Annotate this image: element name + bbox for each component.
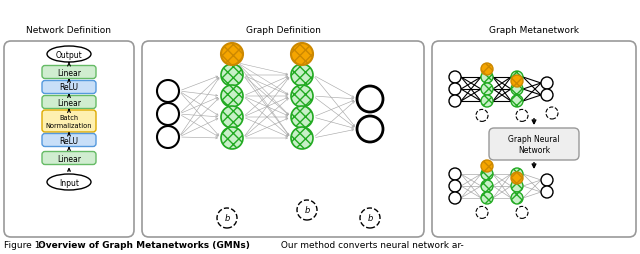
Circle shape [297, 200, 317, 220]
Circle shape [476, 207, 488, 218]
Text: ReLU: ReLU [60, 83, 79, 92]
Circle shape [516, 110, 528, 122]
Circle shape [157, 81, 179, 103]
FancyBboxPatch shape [42, 152, 96, 165]
FancyBboxPatch shape [42, 110, 96, 133]
Circle shape [221, 107, 243, 129]
FancyBboxPatch shape [432, 42, 636, 237]
Circle shape [511, 180, 523, 192]
Text: Overview of Graph Metanetworks (GMNs): Overview of Graph Metanetworks (GMNs) [38, 241, 250, 249]
Circle shape [449, 168, 461, 180]
Text: Output: Output [56, 50, 83, 59]
Text: Graph Definition: Graph Definition [246, 26, 321, 35]
FancyBboxPatch shape [42, 96, 96, 109]
Circle shape [476, 110, 488, 122]
Ellipse shape [47, 174, 91, 190]
Circle shape [511, 72, 523, 84]
Circle shape [291, 44, 313, 66]
FancyBboxPatch shape [42, 81, 96, 94]
Circle shape [511, 96, 523, 108]
Text: ReLU: ReLU [60, 136, 79, 145]
Circle shape [481, 96, 493, 108]
Text: Input: Input [59, 178, 79, 187]
Circle shape [291, 107, 313, 129]
Circle shape [449, 84, 461, 96]
FancyBboxPatch shape [42, 66, 96, 79]
Circle shape [449, 180, 461, 192]
Circle shape [449, 192, 461, 204]
Circle shape [221, 86, 243, 108]
FancyBboxPatch shape [4, 42, 134, 237]
Text: b: b [224, 214, 230, 223]
FancyBboxPatch shape [489, 129, 579, 160]
Text: Graph Neural
Network: Graph Neural Network [508, 135, 560, 154]
Circle shape [511, 168, 523, 180]
Text: Graph Metanetwork: Graph Metanetwork [489, 26, 579, 35]
Circle shape [217, 208, 237, 228]
Text: Linear: Linear [57, 154, 81, 163]
Circle shape [481, 168, 493, 180]
Circle shape [481, 64, 493, 76]
Text: b: b [367, 214, 372, 223]
Text: Linear: Linear [57, 98, 81, 107]
Text: b: b [304, 206, 310, 215]
Circle shape [481, 180, 493, 192]
FancyBboxPatch shape [142, 42, 424, 237]
Circle shape [511, 84, 523, 96]
Circle shape [221, 44, 243, 66]
Circle shape [481, 160, 493, 172]
Circle shape [449, 96, 461, 108]
Circle shape [511, 76, 523, 88]
Circle shape [516, 207, 528, 218]
FancyBboxPatch shape [42, 134, 96, 147]
Circle shape [157, 104, 179, 125]
Circle shape [357, 117, 383, 142]
Circle shape [541, 78, 553, 90]
Circle shape [546, 108, 558, 120]
Circle shape [449, 72, 461, 84]
Text: Our method converts neural network ar-: Our method converts neural network ar- [278, 241, 464, 249]
Ellipse shape [47, 47, 91, 63]
Circle shape [481, 84, 493, 96]
Circle shape [541, 174, 553, 186]
Circle shape [481, 192, 493, 204]
Text: Network Definition: Network Definition [26, 26, 111, 35]
Circle shape [511, 192, 523, 204]
Circle shape [221, 65, 243, 87]
Circle shape [221, 128, 243, 149]
Circle shape [541, 186, 553, 198]
Circle shape [511, 172, 523, 184]
Circle shape [357, 87, 383, 113]
Text: Batch
Normalization: Batch Normalization [45, 115, 92, 128]
Text: Linear: Linear [57, 68, 81, 77]
Circle shape [291, 65, 313, 87]
Circle shape [291, 128, 313, 149]
Circle shape [360, 208, 380, 228]
Text: Figure 1:: Figure 1: [4, 241, 46, 249]
Circle shape [291, 86, 313, 108]
Circle shape [157, 126, 179, 148]
Circle shape [481, 72, 493, 84]
Circle shape [541, 90, 553, 102]
